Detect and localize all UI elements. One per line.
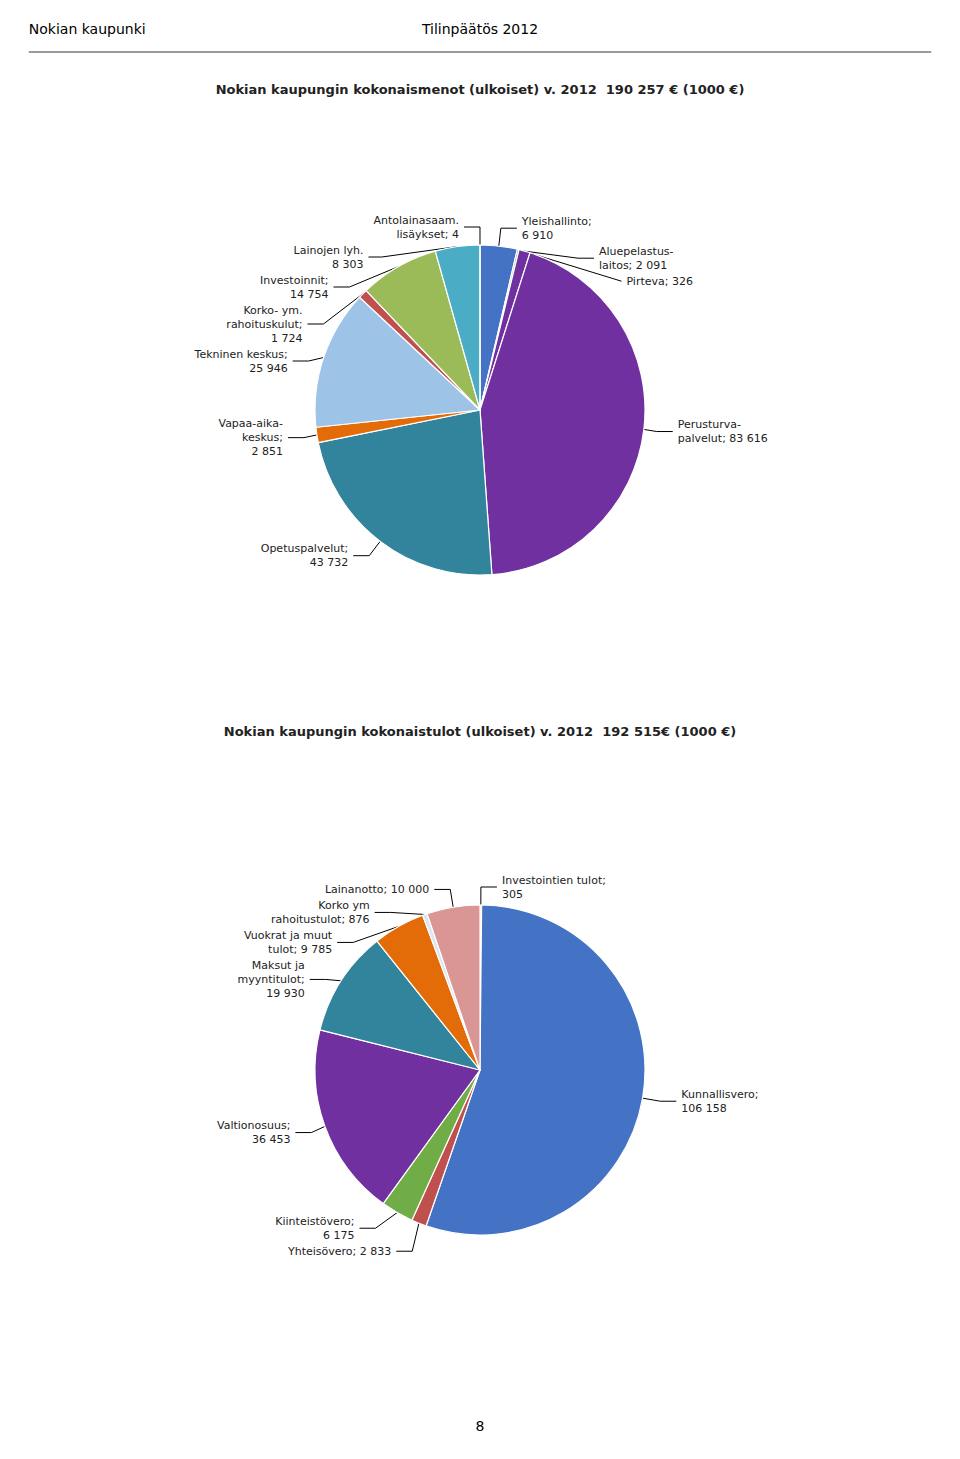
svg-text:Vapaa-aika-: Vapaa-aika- [218,417,283,430]
svg-text:Tekninen keskus;: Tekninen keskus; [194,348,288,361]
svg-text:Perusturva-: Perusturva- [678,418,741,431]
svg-text:Investointien tulot;: Investointien tulot; [502,874,606,887]
svg-text:36 453: 36 453 [252,1133,291,1146]
svg-text:19 930: 19 930 [266,987,305,1000]
svg-text:keskus;: keskus; [242,431,283,444]
svg-text:Opetuspalvelut;: Opetuspalvelut; [261,542,349,555]
svg-text:106 158: 106 158 [681,1102,727,1115]
svg-text:2 851: 2 851 [251,445,283,458]
svg-text:Aluepelastus-: Aluepelastus- [599,245,674,258]
svg-text:8: 8 [476,1418,485,1434]
svg-text:tulot; 9 785: tulot; 9 785 [268,943,332,956]
svg-text:25 946: 25 946 [249,362,288,375]
svg-text:Kunnallisvero;: Kunnallisvero; [681,1088,758,1101]
svg-text:Investoinnit;: Investoinnit; [260,274,328,287]
svg-text:Korko ym: Korko ym [318,899,369,912]
svg-text:Lainanotto; 10 000: Lainanotto; 10 000 [325,883,429,896]
svg-text:Lainojen lyh.: Lainojen lyh. [294,244,364,257]
svg-text:Yleishallinto;: Yleishallinto; [521,215,592,228]
svg-text:Valtionosuus;: Valtionosuus; [217,1119,290,1132]
svg-text:Vuokrat ja muut: Vuokrat ja muut [244,929,333,942]
svg-text:Nokian kaupungin kokonaistulot: Nokian kaupungin kokonaistulot (ulkoiset… [224,724,736,739]
svg-text:6 175: 6 175 [323,1229,355,1242]
svg-text:palvelut; 83 616: palvelut; 83 616 [678,432,768,445]
svg-text:1 724: 1 724 [271,332,303,345]
svg-text:Kiinteistövero;: Kiinteistövero; [275,1215,354,1228]
svg-text:Nokian kaupunki: Nokian kaupunki [29,21,146,37]
svg-text:6 910: 6 910 [522,229,554,242]
svg-text:43 732: 43 732 [310,556,349,569]
svg-text:lisäykset; 4: lisäykset; 4 [397,228,459,241]
svg-text:Nokian kaupungin kokonaismenot: Nokian kaupungin kokonaismenot (ulkoiset… [216,82,745,97]
svg-text:14 754: 14 754 [290,288,329,301]
svg-text:Antolainasaam.: Antolainasaam. [373,214,459,227]
svg-text:Yhteisövero; 2 833: Yhteisövero; 2 833 [287,1245,391,1258]
svg-text:laitos; 2 091: laitos; 2 091 [599,259,667,272]
svg-text:Tilinpäätös 2012: Tilinpäätös 2012 [421,21,538,37]
svg-text:8 303: 8 303 [332,258,364,271]
svg-text:305: 305 [502,888,523,901]
svg-text:rahoitustulot; 876: rahoitustulot; 876 [271,913,370,926]
svg-text:myyntitulot;: myyntitulot; [238,973,305,986]
svg-text:Korko- ym.: Korko- ym. [243,304,302,317]
svg-text:Maksut ja: Maksut ja [252,959,305,972]
svg-text:rahoituskulut;: rahoituskulut; [226,318,302,331]
svg-text:Pirteva; 326: Pirteva; 326 [626,275,693,288]
